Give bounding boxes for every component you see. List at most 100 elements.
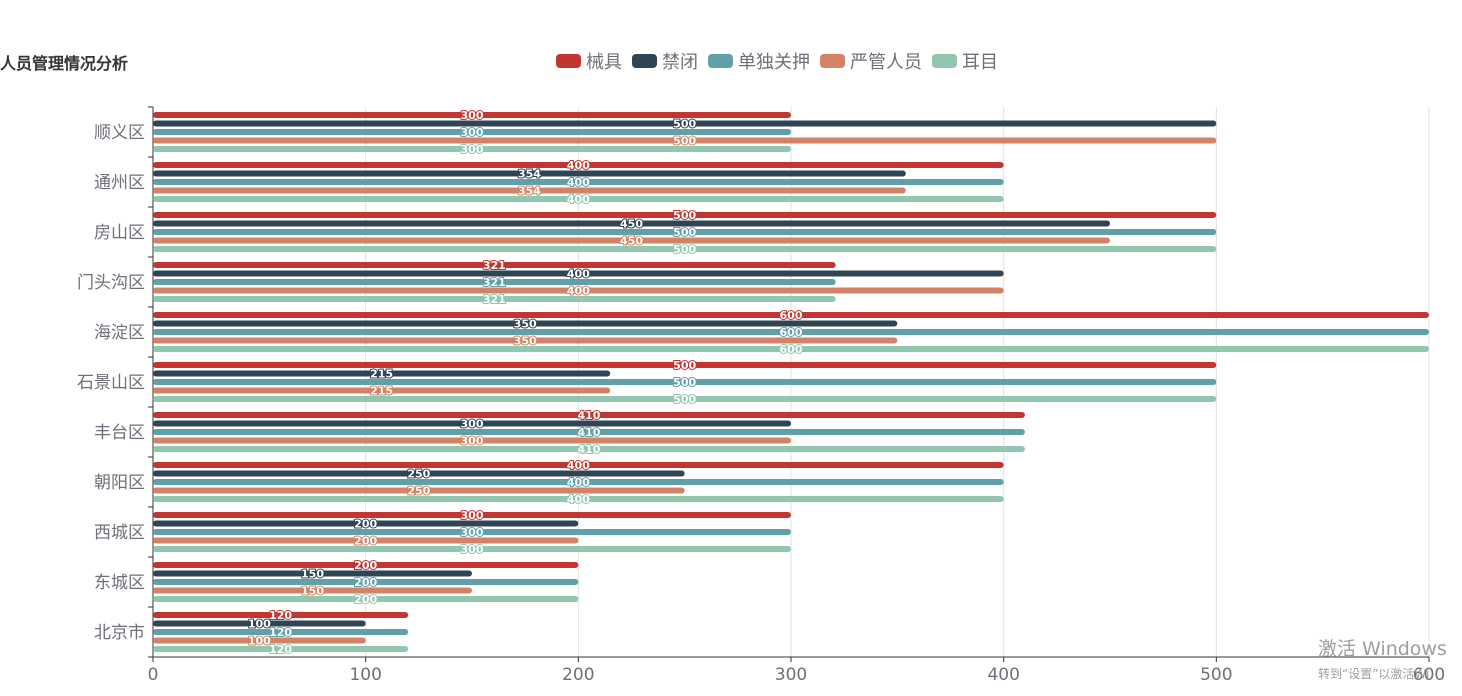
bar <box>153 379 1217 385</box>
legend-label: 耳目 <box>962 52 998 73</box>
bar <box>153 220 1110 227</box>
bar-data-label: 215 <box>370 385 393 398</box>
legend: 械具 禁闭 单独关押 严管人员 耳目 <box>556 49 1008 73</box>
category-label: 西城区 <box>94 523 145 543</box>
bar <box>153 346 1429 352</box>
bar <box>153 646 409 652</box>
category-label: 顺义区 <box>94 123 145 143</box>
x-tick-label: 500 <box>1200 665 1232 685</box>
bar <box>153 137 1217 144</box>
bar <box>153 437 791 444</box>
x-tick-label: 300 <box>775 665 807 685</box>
bar-data-label: 100 <box>248 635 271 648</box>
bar-data-label: 500 <box>673 135 696 148</box>
bar-data-label: 500 <box>673 226 696 239</box>
bar-data-label: 300 <box>461 435 484 448</box>
bar-data-label: 410 <box>577 426 600 439</box>
bar-data-label: 200 <box>354 593 377 606</box>
category-label: 房山区 <box>94 223 145 243</box>
bar <box>153 279 836 285</box>
bar <box>153 337 898 344</box>
bar <box>153 462 1004 468</box>
bar <box>153 120 1217 127</box>
bar <box>153 496 1004 502</box>
bar-data-label: 300 <box>461 109 484 122</box>
bar <box>153 162 1004 168</box>
legend-item-0[interactable]: 械具 <box>556 48 622 74</box>
legend-label: 禁闭 <box>662 52 698 73</box>
bar <box>153 179 1004 185</box>
bar-data-label: 300 <box>461 509 484 522</box>
bar-data-label: 500 <box>673 393 696 406</box>
bar-data-label: 350 <box>514 318 537 331</box>
bar <box>153 170 906 177</box>
legend-item-1[interactable]: 禁闭 <box>632 48 698 74</box>
bar-data-label: 300 <box>461 143 484 156</box>
bar-data-label: 400 <box>567 476 590 489</box>
category-label: 石景山区 <box>77 373 145 393</box>
bar-data-label: 400 <box>567 493 590 506</box>
bar <box>153 396 1217 402</box>
bar <box>153 562 579 568</box>
bar-data-label: 400 <box>567 268 590 281</box>
bar <box>153 479 1004 485</box>
legend-item-3[interactable]: 严管人员 <box>820 48 922 74</box>
legend-label: 单独关押 <box>738 52 810 73</box>
bar-data-label: 500 <box>673 243 696 256</box>
bar <box>153 429 1025 435</box>
bar-data-label: 450 <box>620 218 643 231</box>
category-label: 朝阳区 <box>94 473 145 493</box>
watermark-line1: 激活 Windows <box>1318 638 1447 660</box>
x-tick-label: 400 <box>987 665 1019 685</box>
bar-data-label: 500 <box>673 359 696 372</box>
legend-swatch-icon <box>708 54 733 68</box>
legend-item-2[interactable]: 单独关押 <box>708 48 810 74</box>
bar <box>153 637 366 644</box>
bar-data-label: 400 <box>567 285 590 298</box>
bar-data-label: 354 <box>518 185 541 198</box>
bar-data-label: 600 <box>780 343 803 356</box>
bar-data-label: 450 <box>620 235 643 248</box>
bar <box>153 270 1004 277</box>
bar-data-label: 200 <box>354 559 377 572</box>
bar <box>153 362 1217 368</box>
bar-data-label: 300 <box>461 126 484 139</box>
bar-data-label: 321 <box>483 276 506 289</box>
bar <box>153 537 579 544</box>
bar-data-label: 300 <box>461 543 484 556</box>
legend-label: 械具 <box>586 52 622 73</box>
category-label: 北京市 <box>94 623 145 643</box>
x-tick-label: 600 <box>1413 665 1445 685</box>
bar <box>153 196 1004 202</box>
legend-label: 严管人员 <box>850 52 922 73</box>
bar-data-label: 300 <box>461 418 484 431</box>
bar <box>153 320 898 327</box>
bar-data-label: 200 <box>354 518 377 531</box>
bar-data-label: 120 <box>269 643 292 656</box>
bar <box>153 370 611 377</box>
bar-data-label: 410 <box>577 443 600 456</box>
category-label: 丰台区 <box>94 423 145 443</box>
bar-data-label: 500 <box>673 118 696 131</box>
legend-item-4[interactable]: 耳目 <box>932 48 998 74</box>
bar-data-label: 100 <box>248 618 271 631</box>
bar-data-label: 400 <box>567 193 590 206</box>
bar <box>153 312 1429 318</box>
bar-data-label: 250 <box>407 468 430 481</box>
bar <box>153 587 472 594</box>
bar <box>153 470 685 477</box>
bar-data-label: 600 <box>780 326 803 339</box>
watermark-line2: 转到“设置”以激活Wi <box>1318 667 1430 681</box>
bar <box>153 412 1025 418</box>
category-label: 门头沟区 <box>77 273 145 293</box>
category-label: 东城区 <box>94 573 145 593</box>
windows-activation-watermark: 激活 Windows 转到“设置”以激活Wi <box>1318 634 1447 682</box>
x-tick-label: 0 <box>148 665 159 685</box>
bar <box>153 629 409 635</box>
bar <box>153 329 1429 335</box>
bar <box>153 546 791 552</box>
bar <box>153 287 1004 294</box>
bar-data-label: 215 <box>370 368 393 381</box>
bar <box>153 237 1110 244</box>
